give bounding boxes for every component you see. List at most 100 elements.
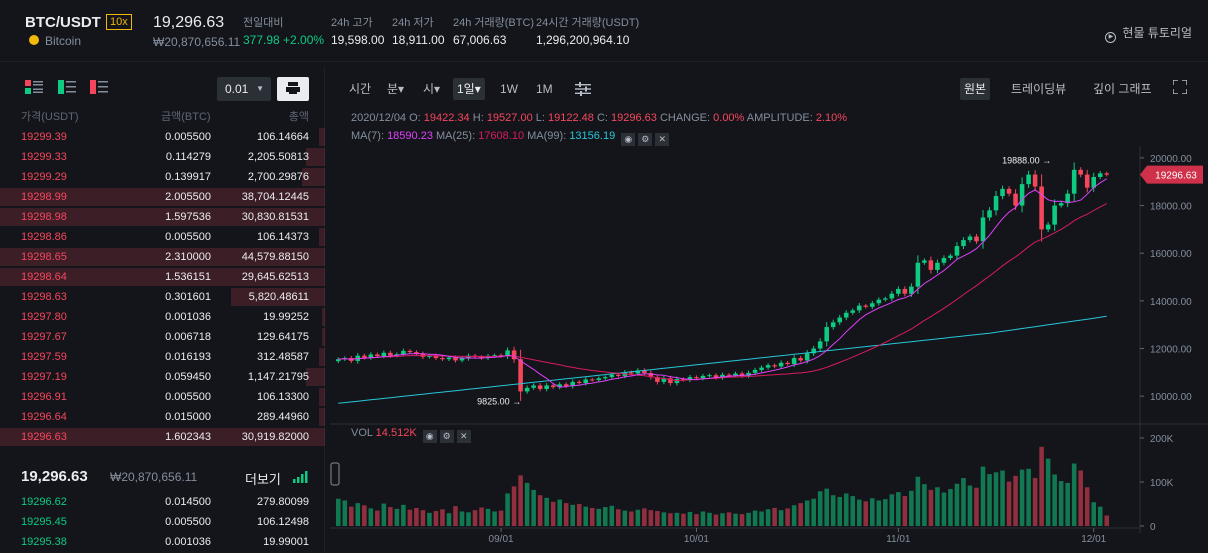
ask-price: 19298.86 [21,231,67,243]
ask-row[interactable]: 19298.65 2.310000 44,579.88150 [0,247,325,267]
ask-price: 19296.64 [21,411,67,423]
volume-settings-icon[interactable]: ⚙ [439,430,454,443]
candle-body [407,350,413,353]
price-tick-label: 20000.00 [1150,154,1192,165]
volume-bar [700,511,706,526]
ask-row[interactable]: 19296.91 0.005500 106.13300 [0,387,325,407]
orderbook-bids-view-icon[interactable] [58,80,76,94]
precision-select[interactable]: 0.01 ▼ [217,77,271,101]
more-button[interactable]: 더보기 [245,472,281,487]
volume-bar [817,491,823,526]
view-depth[interactable]: 깊이 그래프 [1093,82,1152,96]
ask-row[interactable]: 19298.64 1.536151 29,645.62513 [0,267,325,287]
candle-body [980,217,986,242]
volume-bar [778,510,784,526]
candle-body [589,379,595,381]
timeframe-week[interactable]: 1W [500,82,518,96]
volume-bar [368,508,374,526]
ask-row[interactable]: 19297.67 0.006718 129.64175 [0,327,325,347]
volume-bar [1039,446,1044,526]
ask-price: 19299.33 [21,151,67,163]
ask-row[interactable]: 19298.86 0.005500 106.14373 [0,227,325,247]
ohlc-amplitude: 2.10% [815,112,848,124]
precision-value: 0.01 [225,82,249,96]
volume-bar [661,512,667,526]
volume-eye-icon[interactable]: ◉ [422,430,437,443]
volume-bar [935,487,940,526]
ask-row[interactable]: 19298.99 2.005500 38,704.12445 [0,187,325,207]
timeframe-minute[interactable]: 분▾ [387,82,405,96]
ask-row[interactable]: 19297.80 0.001036 19.99252 [0,307,325,327]
timeframe-hour[interactable]: 시▾ [423,82,441,96]
timeframe-time[interactable]: 시간 [349,82,372,96]
volume-bar [655,511,660,526]
close-icon[interactable]: ✕ [655,133,670,146]
ask-row[interactable]: 19297.59 0.016193 312.48587 [0,347,325,367]
ask-row[interactable]: 19299.29 0.139917 2,700.29876 [0,167,325,187]
depth-bar [302,168,325,186]
ask-row[interactable]: 19298.63 0.301601 5,820.48611 [0,287,325,307]
ask-row[interactable]: 19298.98 1.597536 30,830.81531 [0,207,325,227]
ask-amount: 0.059450 [165,371,211,383]
volume-bar [381,503,387,526]
timeframe-month[interactable]: 1M [536,82,553,96]
ask-row[interactable]: 19297.19 0.059450 1,147.21795 [0,367,325,387]
indicator-settings-icon[interactable] [575,82,591,96]
ask-row[interactable]: 19296.64 0.015000 289.44960 [0,407,325,427]
orderbook-asks-view-icon[interactable] [90,80,108,94]
candle-body [576,381,582,384]
coin-name[interactable]: Bitcoin [45,34,82,48]
ask-amount: 2.310000 [165,251,211,263]
ask-amount: 0.005500 [165,391,211,403]
candle-body [726,374,732,376]
ask-row[interactable]: 19299.39 0.005500 106.14664 [0,127,325,147]
ask-total: 30,830.81531 [241,211,309,223]
candle-body [837,317,843,323]
ask-row[interactable]: 19299.33 0.114279 2,205.50813 [0,147,325,167]
bid-row[interactable]: 19295.45 0.005500 106.12498 [0,512,325,532]
candle-body [661,378,667,382]
view-original[interactable]: 원본 [960,78,991,100]
ask-price: 19296.91 [21,391,67,403]
timeframe-day[interactable]: 1일▾ [453,78,485,100]
ask-row[interactable]: 19296.63 1.602343 30,919.82000 [0,427,325,447]
volume-bar [863,501,869,526]
ohlc-close: 19296.63 [611,112,657,124]
price-tick-label: 10000.00 [1150,392,1192,403]
orderbook-both-view-icon[interactable] [25,80,43,94]
candle-body [550,385,556,388]
bid-row[interactable]: 19296.62 0.014500 279.80099 [0,492,325,512]
volume-bar [870,498,875,526]
pair-title[interactable]: BTC/USDT [25,14,101,31]
spot-tutorial-link[interactable]: ▶ 현물 튜토리얼 [1105,24,1192,43]
bid-row[interactable]: 19295.38 0.001036 19.99001 [0,532,325,552]
candle-body [733,373,738,376]
price-chart[interactable]: 20000.00 18000.00 16000.00 14000.00 12000.00… [330,68,1208,553]
volume-bar [974,487,979,526]
volume-bar [896,492,901,526]
candle-body [446,357,452,360]
candle-body [889,293,895,299]
candle-body [902,288,908,294]
ask-price: 19297.19 [21,371,67,383]
order-book: 0.01 ▼ 가격(USDT) 금액(BTC) 총액 19299.39 0.0055… [0,68,325,553]
volume-close-icon[interactable]: ✕ [456,430,471,443]
volume-bar [355,503,361,526]
volume-bar [824,488,829,526]
volume-bar [485,508,491,526]
stat-label-change: 전일대비 [243,17,284,29]
settings-icon[interactable]: ⚙ [638,133,653,146]
view-tradingview[interactable]: 트레이딩뷰 [1011,82,1067,96]
depth-bar [305,148,325,166]
last-price: 19,296.63 [153,14,225,31]
depth-bar [305,368,325,386]
depth-bar [0,188,325,206]
eye-icon[interactable]: ◉ [621,133,636,146]
volume-bar [518,475,523,526]
last-price-tag [1140,165,1203,184]
volume-bar [576,504,582,526]
volume-bar [746,512,751,526]
printer-icon [286,82,300,94]
orderbook-settings-button[interactable] [277,77,309,101]
volume-bar [1000,470,1005,526]
